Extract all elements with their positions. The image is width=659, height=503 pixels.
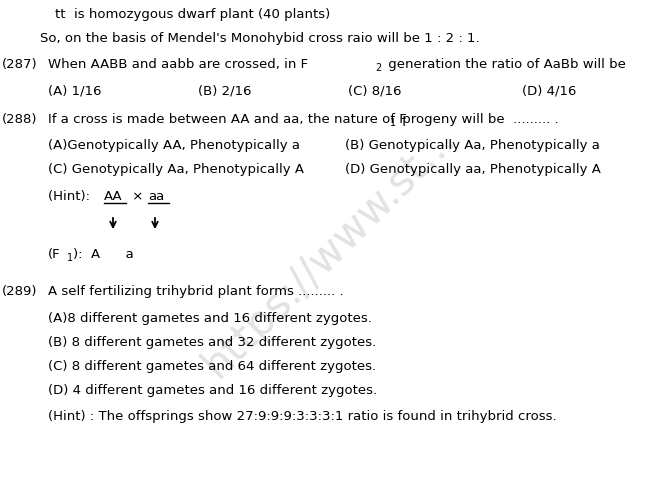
Text: (B) 2/16: (B) 2/16 (198, 84, 252, 97)
Text: aa: aa (148, 190, 164, 203)
Text: (C) 8/16: (C) 8/16 (348, 84, 401, 97)
Text: (D) 4 different gametes and 16 different zygotes.: (D) 4 different gametes and 16 different… (48, 384, 377, 397)
Text: (D) Genotypically aa, Phenotypically A: (D) Genotypically aa, Phenotypically A (345, 163, 601, 176)
Text: (A)8 different gametes and 16 different zygotes.: (A)8 different gametes and 16 different … (48, 312, 372, 325)
Text: (289): (289) (2, 285, 38, 298)
Text: (B) 8 different gametes and 32 different zygotes.: (B) 8 different gametes and 32 different… (48, 336, 376, 349)
Text: (288): (288) (2, 113, 38, 126)
Text: ):  A      a: ): A a (73, 248, 134, 261)
Text: If a cross is made between AA and aa, the nature of F: If a cross is made between AA and aa, th… (48, 113, 407, 126)
Text: generation the ratio of AaBb will be: generation the ratio of AaBb will be (384, 58, 626, 71)
Text: (C) 8 different gametes and 64 different zygotes.: (C) 8 different gametes and 64 different… (48, 360, 376, 373)
Text: (F: (F (48, 248, 61, 261)
Text: ×: × (128, 190, 148, 203)
Text: (Hint):: (Hint): (48, 190, 98, 203)
Text: When AABB and aabb are crossed, in F: When AABB and aabb are crossed, in F (48, 58, 308, 71)
Text: 1: 1 (390, 118, 396, 128)
Text: AA: AA (104, 190, 123, 203)
Text: progeny will be  ......... .: progeny will be ......... . (398, 113, 559, 126)
Text: tt  is homozygous dwarf plant (40 plants): tt is homozygous dwarf plant (40 plants) (55, 8, 330, 21)
Text: (B) Genotypically Aa, Phenotypically a: (B) Genotypically Aa, Phenotypically a (345, 139, 600, 152)
Text: (A)Genotypically AA, Phenotypically a: (A)Genotypically AA, Phenotypically a (48, 139, 300, 152)
Text: (Hint) : The offsprings show 27:9:9:9:3:3:3:1 ratio is found in trihybrid cross.: (Hint) : The offsprings show 27:9:9:9:3:… (48, 410, 557, 423)
Text: (D) 4/16: (D) 4/16 (522, 84, 577, 97)
Text: 1: 1 (67, 253, 73, 263)
Text: https://www.st...: https://www.st... (194, 117, 463, 385)
Text: So, on the basis of Mendel's Monohybid cross raio will be 1 : 2 : 1.: So, on the basis of Mendel's Monohybid c… (40, 32, 480, 45)
Text: (C) Genotypically Aa, Phenotypically A: (C) Genotypically Aa, Phenotypically A (48, 163, 304, 176)
Text: A self fertilizing trihybrid plant forms ......... .: A self fertilizing trihybrid plant forms… (48, 285, 343, 298)
Text: (287): (287) (2, 58, 38, 71)
Text: 2: 2 (375, 63, 382, 73)
Text: (A) 1/16: (A) 1/16 (48, 84, 101, 97)
